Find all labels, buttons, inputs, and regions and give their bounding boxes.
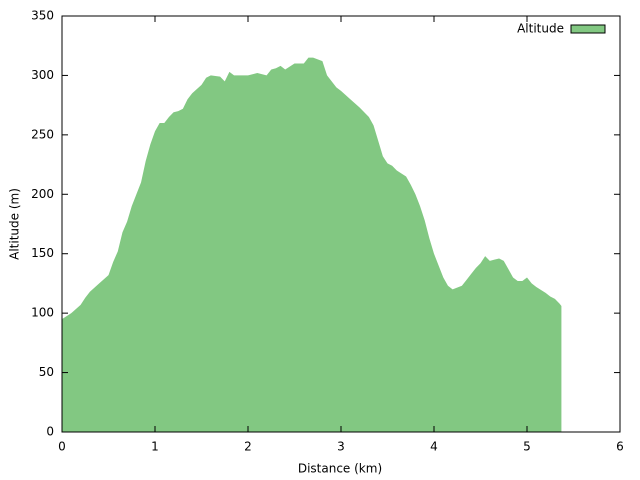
- x-tick-label: 2: [244, 440, 252, 454]
- x-tick-label: 4: [430, 440, 438, 454]
- area: [62, 57, 562, 432]
- x-tick-label: 6: [616, 440, 624, 454]
- y-tick-label: 150: [31, 246, 54, 260]
- x-tick-label: 3: [337, 440, 345, 454]
- y-tick-label: 300: [31, 68, 54, 82]
- legend-label: Altitude: [517, 22, 564, 36]
- y-tick-label: 100: [31, 306, 54, 320]
- y-tick-label: 250: [31, 127, 54, 141]
- x-axis-label: Distance (km): [298, 462, 382, 476]
- y-tick-label: 200: [31, 187, 54, 201]
- legend-swatch: [570, 24, 606, 34]
- x-tick-label: 5: [523, 440, 531, 454]
- y-tick-label: 350: [31, 9, 54, 23]
- y-axis-label: Altitude (m): [8, 188, 22, 260]
- y-tick-label: 50: [39, 365, 54, 379]
- y-tick-label: 0: [46, 425, 54, 439]
- x-tick-label: 1: [151, 440, 159, 454]
- x-tick-label: 0: [58, 440, 66, 454]
